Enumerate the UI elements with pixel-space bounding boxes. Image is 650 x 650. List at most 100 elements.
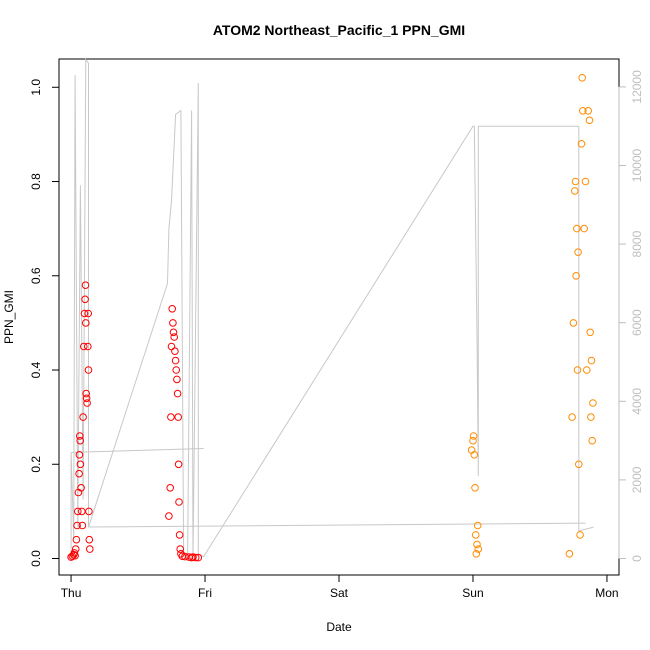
point-red-58	[194, 553, 203, 562]
y2-tick-label-5: 10000	[630, 148, 644, 182]
point-orange-33	[589, 399, 597, 407]
point-red-8	[74, 507, 82, 516]
point-red-49	[175, 531, 184, 539]
point-red-11	[75, 451, 84, 459]
point-red-40	[170, 333, 178, 341]
point-orange-6	[472, 550, 481, 558]
point-red-57	[191, 553, 200, 562]
point-orange-28	[585, 116, 594, 125]
point-red-32	[86, 545, 94, 553]
y2-tick-label-1: 2000	[630, 466, 644, 493]
point-red-45	[173, 389, 182, 398]
axes: Thu Fri Sat Sun Mon 0.0 0.2 0.4 0.6 0.8 1.0 0 2000 40…	[29, 70, 644, 600]
point-red-44	[173, 375, 181, 384]
x-tick-label-1: Fri	[198, 586, 212, 600]
point-orange-23	[579, 107, 587, 115]
point-orange-1	[469, 436, 477, 445]
point-orange-17	[573, 366, 582, 374]
point-orange-32	[588, 436, 597, 445]
y2-tick-label-6: 12000	[630, 70, 644, 104]
point-red-23	[82, 319, 90, 327]
point-red-22	[81, 281, 90, 290]
point-red-15	[77, 484, 85, 492]
y-tick-label-0: 0.0	[29, 550, 43, 567]
x-tick-label-0: Thu	[61, 586, 82, 600]
point-orange-29	[586, 328, 595, 337]
point-orange-8	[473, 521, 482, 530]
point-orange-22	[578, 74, 587, 82]
y2-tick-label-4: 8000	[630, 230, 644, 257]
line-series-path	[70, 57, 594, 560]
y-tick-label-2: 0.4	[29, 361, 43, 378]
point-red-46	[174, 413, 182, 421]
y2-tick-label-0: 0	[630, 555, 644, 562]
point-orange-30	[587, 413, 595, 421]
point-red-38	[169, 319, 177, 327]
x-axis-label: Date	[326, 620, 352, 634]
point-red-7	[73, 521, 81, 530]
point-orange-7	[473, 540, 481, 549]
x-tick-label-4: Mon	[595, 586, 618, 600]
point-red-16	[78, 507, 86, 516]
point-orange-5	[471, 531, 480, 539]
point-red-50	[176, 545, 184, 553]
point-red-24	[82, 389, 90, 398]
point-orange-20	[576, 531, 584, 539]
point-red-42	[171, 356, 180, 365]
point-red-39	[169, 328, 178, 337]
point-orange-31	[587, 356, 596, 365]
chart-title: ATOM2 Northeast_Pacific_1 PPN_GMI	[213, 22, 465, 38]
y2-tick-label-3: 6000	[630, 309, 644, 336]
point-red-35	[167, 413, 175, 421]
y2-tick-label-2: 4000	[630, 388, 644, 415]
point-red-20	[80, 309, 89, 318]
point-red-6	[72, 535, 81, 544]
point-orange-16	[573, 224, 581, 233]
point-red-31	[85, 535, 94, 544]
point-red-37	[168, 305, 176, 313]
point-red-18	[79, 413, 87, 421]
point-red-21	[81, 295, 89, 304]
point-orange-2	[469, 432, 478, 440]
point-red-12	[76, 432, 84, 440]
point-red-28	[84, 309, 92, 318]
point-orange-21	[577, 140, 586, 148]
point-orange-19	[575, 460, 583, 469]
right-axis-line-series	[70, 57, 594, 560]
point-red-13	[76, 436, 84, 445]
point-orange-12	[569, 319, 578, 327]
line-series-segment-0	[71, 447, 204, 453]
y-axis-label: PPN_GMI	[2, 290, 16, 344]
point-red-30	[85, 507, 93, 516]
point-orange-10	[565, 550, 574, 558]
point-red-14	[76, 460, 85, 469]
point-orange-14	[571, 177, 580, 186]
point-orange-13	[571, 187, 579, 195]
point-orange-26	[583, 366, 591, 374]
point-red-3	[70, 549, 79, 557]
point-orange-9	[474, 545, 483, 553]
point-orange-18	[574, 248, 582, 256]
point-orange-11	[568, 413, 576, 421]
point-orange-4	[471, 484, 479, 492]
data-points	[67, 74, 597, 562]
line-series-segment-1	[88, 522, 586, 528]
point-orange-15	[572, 272, 580, 280]
point-red-47	[174, 460, 183, 469]
point-red-56	[189, 553, 197, 561]
series-orange	[467, 74, 597, 558]
y-tick-label-4: 0.8	[29, 173, 43, 190]
x-tick-label-3: Sun	[462, 586, 483, 600]
point-red-19	[80, 342, 88, 351]
point-red-48	[175, 498, 183, 506]
point-red-33	[165, 512, 173, 520]
y-tick-label-5: 1.0	[29, 79, 43, 96]
x-tick-label-2: Sat	[330, 586, 349, 600]
point-orange-25	[581, 177, 590, 186]
point-red-5	[71, 545, 80, 553]
point-red-29	[84, 366, 93, 374]
point-red-41	[171, 347, 179, 356]
point-red-27	[84, 342, 92, 351]
